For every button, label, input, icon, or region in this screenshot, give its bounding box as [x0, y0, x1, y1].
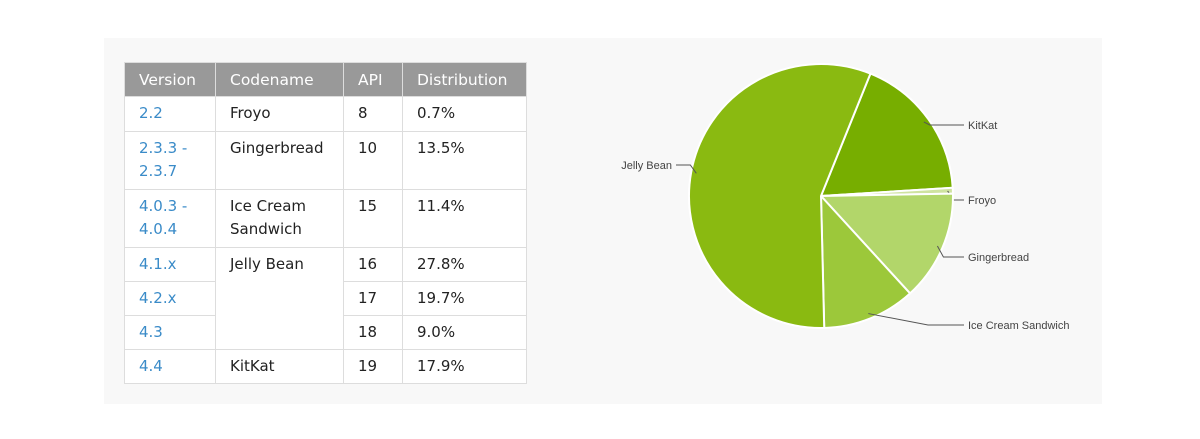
api-cell-text: 8 [358, 104, 368, 122]
api-cell-text: 16 [358, 255, 378, 273]
distribution-cell: 27.8% [402, 247, 527, 282]
table-row: 2.3.3 - 2.3.7 Gingerbread 10 13.5% [124, 131, 527, 190]
pie-leader-line [936, 245, 964, 258]
version-cell-text: 2.3.3 - [139, 139, 188, 157]
distribution-cell: 0.7% [402, 96, 527, 132]
version-cell-text: 4.0.4 [139, 220, 178, 238]
api-cell-text: 19 [358, 357, 378, 375]
api-cell-text: 10 [358, 139, 378, 157]
codename-cell-text: Sandwich [230, 220, 302, 238]
codename-cell: KitKat [215, 349, 344, 384]
version-cell-text: 4.2.x [139, 289, 177, 307]
version-cell-text: 2.2 [139, 104, 163, 122]
header-codename: Codename [215, 62, 344, 97]
codename-cell-text: KitKat [230, 357, 275, 375]
version-cell-text: 4.0.3 - [139, 197, 188, 215]
version-cell: 4.2.x [124, 281, 216, 316]
distribution-pie-chart: KitKat Froyo Gingerbread Ice Cream Sandwich… [621, 63, 1070, 332]
api-cell-text: 18 [358, 323, 378, 341]
codename-cell [215, 281, 344, 316]
version-cell: 2.3.3 - 2.3.7 [124, 131, 216, 190]
distribution-cell-text: 27.8% [417, 255, 465, 273]
distribution-cell-text: 19.7% [417, 289, 465, 307]
pie-label: Froyo [968, 195, 996, 207]
codename-cell-text: Gingerbread [230, 139, 324, 157]
table-header-row: Version Codename API Distribution [124, 62, 527, 97]
pie-leader-line [923, 121, 964, 126]
distribution-cell: 19.7% [402, 281, 527, 316]
table-row: 4.2.x 17 19.7% [124, 281, 527, 316]
pie-label: Gingerbread [968, 252, 1029, 264]
version-cell: 4.0.3 - 4.0.4 [124, 189, 216, 248]
pie-slice-kitkat [819, 72, 954, 198]
codename-cell-text: Jelly Bean [230, 255, 304, 273]
header-version: Version [124, 62, 216, 97]
version-cell-text: 4.4 [139, 357, 163, 375]
pie-slice-gingerbread [818, 192, 954, 295]
codename-cell-text: Froyo [230, 104, 271, 122]
codename-cell-text: Ice Cream [230, 197, 307, 215]
content-panel: Version Codename API Distribution 2.2 Fro… [104, 38, 1102, 404]
distribution-cell: 17.9% [402, 349, 527, 384]
distribution-cell-text: 11.4% [417, 197, 465, 215]
version-cell-text: 4.3 [139, 323, 163, 341]
distribution-cell-text: 0.7% [417, 104, 456, 122]
pie-label: Ice Cream Sandwich [968, 320, 1070, 332]
distribution-cell-text: 13.5% [417, 139, 465, 157]
distribution-cell-text: 9.0% [417, 323, 456, 341]
distribution-cell-text: 17.9% [417, 357, 465, 375]
api-cell: 8 [343, 96, 403, 132]
version-cell-text: 2.3.7 [139, 162, 178, 180]
distribution-cell: 9.0% [402, 315, 527, 350]
codename-cell: Jelly Bean [215, 247, 344, 282]
api-cell: 19 [343, 349, 403, 384]
api-cell: 10 [343, 131, 403, 190]
table-row: 4.0.3 - 4.0.4 Ice Cream Sandwich 15 11.4% [124, 189, 527, 248]
pie-label: Jelly Bean [621, 160, 672, 172]
table-row: 4.4 KitKat 19 17.9% [124, 349, 527, 384]
distribution-cell: 13.5% [402, 131, 527, 190]
codename-cell [215, 315, 344, 350]
version-cell: 4.1.x [124, 247, 216, 282]
version-cell-text: 4.1.x [139, 255, 177, 273]
codename-cell: Ice Cream Sandwich [215, 189, 344, 248]
version-cell: 4.4 [124, 349, 216, 384]
pie-leader-line [676, 164, 697, 174]
api-cell-text: 17 [358, 289, 378, 307]
pie-slice-jelly-bean [688, 63, 872, 329]
pie-leader-line [868, 313, 964, 326]
pie-slice-ice-cream-sandwich [819, 193, 912, 329]
header-distribution: Distribution [402, 62, 527, 97]
version-cell: 2.2 [124, 96, 216, 132]
api-cell-text: 15 [358, 197, 378, 215]
table-row: 4.1.x Jelly Bean 16 27.8% [124, 247, 527, 282]
table-row: 2.2 Froyo 8 0.7% [124, 96, 527, 132]
pie-label: KitKat [968, 120, 997, 132]
version-table: Version Codename API Distribution 2.2 Fro… [124, 62, 527, 384]
